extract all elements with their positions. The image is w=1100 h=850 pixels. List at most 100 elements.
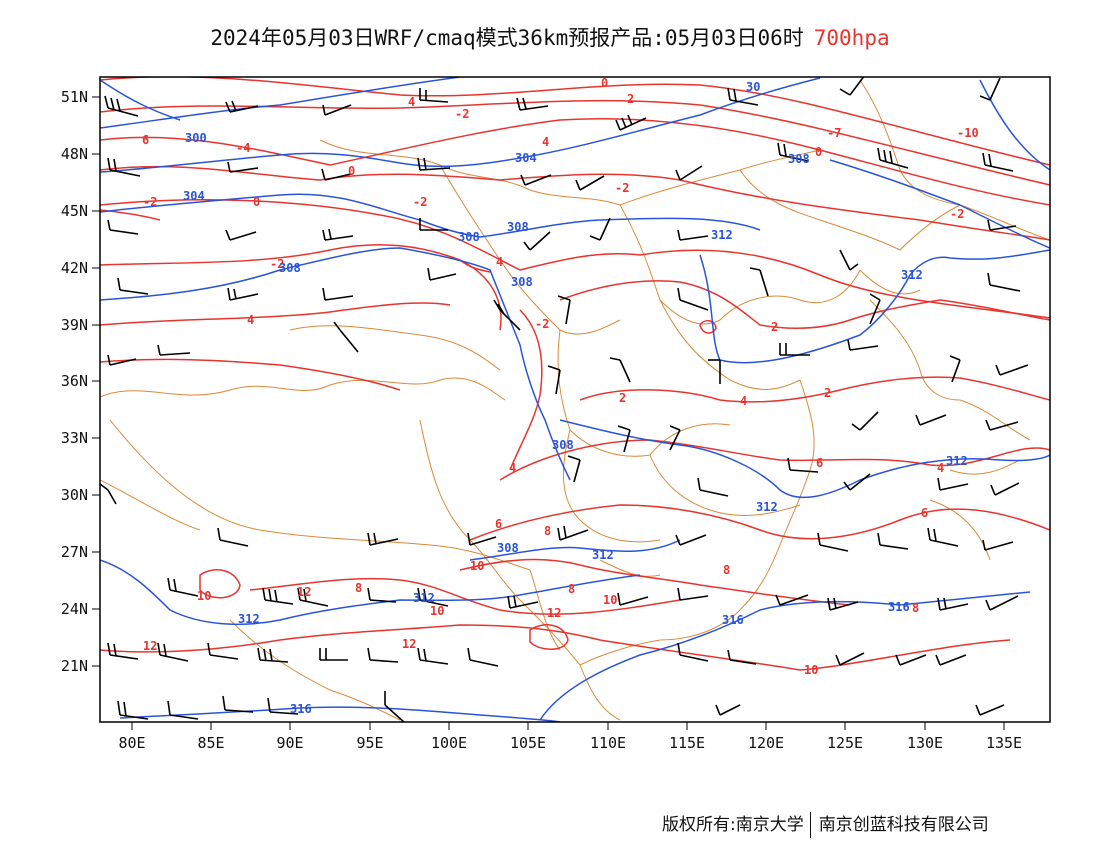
longitude-labels: 80E 85E 90E 95E 100E 105E 110E 115E 120E… bbox=[118, 734, 1022, 752]
lon-label: 105E bbox=[510, 734, 546, 752]
temp-label: 0 bbox=[601, 76, 608, 90]
lon-label: 90E bbox=[276, 734, 303, 752]
lat-label: 30N bbox=[61, 486, 88, 504]
temp-label: 0 bbox=[253, 195, 260, 209]
temp-label: 4 bbox=[496, 255, 503, 269]
height-label: 308 bbox=[507, 220, 529, 234]
height-label: 316 bbox=[290, 702, 312, 716]
temp-label: -2 bbox=[143, 195, 157, 209]
temp-label: -2 bbox=[950, 207, 964, 221]
lat-label: 21N bbox=[61, 657, 88, 675]
latitude-axis bbox=[92, 96, 100, 667]
temp-label: 4 bbox=[937, 461, 944, 475]
temp-label: 4 bbox=[740, 394, 747, 408]
lat-label: 27N bbox=[61, 543, 88, 561]
lon-label: 125E bbox=[827, 734, 863, 752]
temp-label: 6 bbox=[921, 506, 928, 520]
lat-label: 48N bbox=[61, 145, 88, 163]
height-label: 308 bbox=[497, 541, 519, 555]
lat-label: 51N bbox=[61, 88, 88, 106]
temp-label: 2 bbox=[627, 92, 634, 106]
temp-label: 4 bbox=[408, 95, 415, 109]
lat-label: 36N bbox=[61, 372, 88, 390]
temp-label: 6 bbox=[495, 517, 502, 531]
height-label: 304 bbox=[515, 151, 537, 165]
temp-label: 0 bbox=[815, 145, 822, 159]
height-label: 312 bbox=[711, 228, 733, 242]
lat-label: 39N bbox=[61, 316, 88, 334]
lat-label: 24N bbox=[61, 600, 88, 618]
temp-label: 8 bbox=[355, 581, 362, 595]
temp-label: 12 bbox=[297, 585, 311, 599]
temp-label: 8 bbox=[544, 524, 551, 538]
lon-label: 135E bbox=[986, 734, 1022, 752]
temp-label: 8 bbox=[568, 582, 575, 596]
temp-label: -2 bbox=[413, 195, 427, 209]
temp-label: -2 bbox=[615, 181, 629, 195]
temp-label: 4 bbox=[247, 313, 254, 327]
temp-label: 0 bbox=[348, 164, 355, 178]
temp-label: 4 bbox=[542, 135, 549, 149]
temp-label: -2 bbox=[455, 107, 469, 121]
temp-label: 12 bbox=[547, 606, 561, 620]
height-label: 316 bbox=[722, 613, 744, 627]
height-label: 312 bbox=[756, 500, 778, 514]
height-label: 308 bbox=[511, 275, 533, 289]
temperature-labels: 6 -4 4 -2 0 2 4 0 -2 0 -2 -2 -7 0 -10 -2… bbox=[142, 76, 979, 677]
copyright-owner: 版权所有:南京大学 bbox=[662, 815, 804, 835]
temp-label: 12 bbox=[143, 639, 157, 653]
temp-label: 6 bbox=[142, 133, 149, 147]
height-label: 308 bbox=[552, 438, 574, 452]
temp-label: -4 bbox=[236, 141, 250, 155]
temp-label: 2 bbox=[824, 386, 831, 400]
height-contours bbox=[100, 77, 1050, 722]
plot-frame bbox=[99, 76, 1051, 723]
lon-label: 100E bbox=[431, 734, 467, 752]
temp-label: 2 bbox=[619, 391, 626, 405]
temp-label: 6 bbox=[816, 456, 823, 470]
temp-label: 10 bbox=[197, 589, 211, 603]
temp-label: 10 bbox=[804, 663, 818, 677]
temp-label: -10 bbox=[957, 126, 979, 140]
lon-label: 95E bbox=[356, 734, 383, 752]
height-label: 30 bbox=[746, 80, 760, 94]
latitude-labels: 51N 48N 45N 42N 39N 36N 33N 30N 27N 24N … bbox=[61, 88, 88, 675]
height-label: 300 bbox=[185, 131, 207, 145]
temp-label: 8 bbox=[723, 563, 730, 577]
height-label: 312 bbox=[238, 612, 260, 626]
lat-label: 45N bbox=[61, 202, 88, 220]
lon-label: 120E bbox=[748, 734, 784, 752]
lon-label: 130E bbox=[907, 734, 943, 752]
lon-label: 115E bbox=[669, 734, 705, 752]
copyright-footer: 版权所有:南京大学 南京创蓝科技有限公司 bbox=[662, 810, 989, 838]
height-label: 312 bbox=[592, 548, 614, 562]
footer-divider bbox=[809, 812, 811, 838]
temperature-contours bbox=[100, 77, 1050, 671]
height-label: 312 bbox=[946, 454, 968, 468]
temp-label: -7 bbox=[827, 126, 841, 140]
lat-label: 42N bbox=[61, 259, 88, 277]
height-label: 312 bbox=[413, 591, 435, 605]
title-pressure-level: 700hpa bbox=[813, 26, 890, 50]
temp-label: 4 bbox=[509, 461, 516, 475]
height-label: 308 bbox=[458, 230, 480, 244]
lon-label: 85E bbox=[197, 734, 224, 752]
height-label: 312 bbox=[901, 268, 923, 282]
temp-label: 12 bbox=[402, 637, 416, 651]
lon-label: 80E bbox=[118, 734, 145, 752]
temp-label: -2 bbox=[535, 317, 549, 331]
temp-label: 8 bbox=[912, 601, 919, 615]
temp-label: 2 bbox=[771, 320, 778, 334]
lat-label: 33N bbox=[61, 429, 88, 447]
height-label: 316 bbox=[888, 600, 910, 614]
temp-label: 10 bbox=[603, 593, 617, 607]
height-label: 308 bbox=[279, 261, 301, 275]
temp-label: 10 bbox=[430, 604, 444, 618]
temp-label: -2 bbox=[270, 257, 284, 271]
title-main: 2024年05月03日WRF/cmaq模式36km预报产品:05月03日06时 bbox=[210, 26, 804, 50]
temp-label: 10 bbox=[470, 559, 484, 573]
map-title: 2024年05月03日WRF/cmaq模式36km预报产品:05月03日06时 7… bbox=[0, 22, 1100, 52]
height-labels: 300 304 304 308 30 308 308 308 308 312 3… bbox=[183, 80, 968, 716]
copyright-company: 南京创蓝科技有限公司 bbox=[818, 815, 989, 835]
